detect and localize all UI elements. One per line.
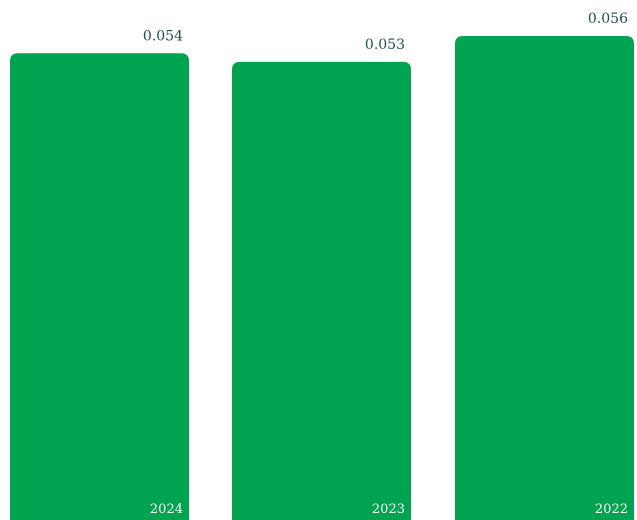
value-label-2022: 0.056 [588,11,628,27]
category-label-2024: 2024 [150,502,183,517]
value-label-2023: 0.053 [365,37,405,53]
category-label-2023: 2023 [372,502,405,517]
category-label-2022: 2022 [595,502,628,517]
value-label-2024: 0.054 [143,28,183,44]
bar-2024 [10,53,189,520]
bar-2022 [455,36,634,520]
bar-2023 [232,61,411,520]
